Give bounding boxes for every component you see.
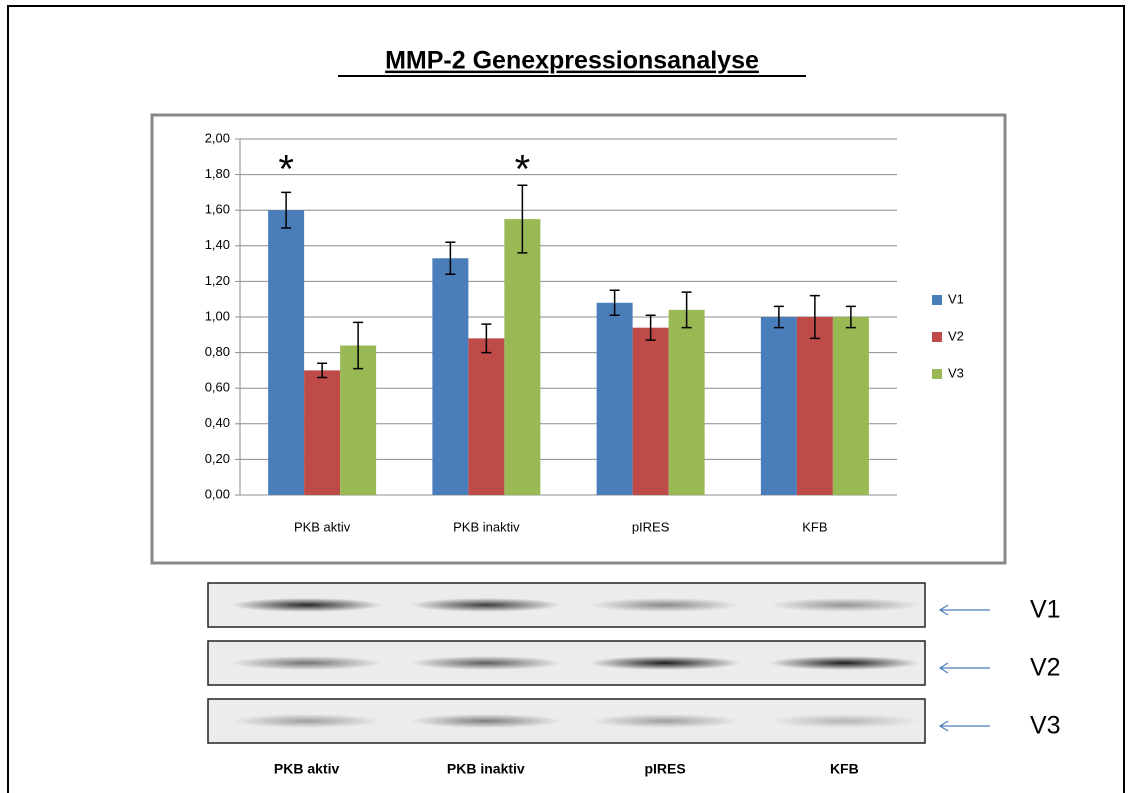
y-tick-label: 1,60: [205, 202, 230, 217]
blot-lane-label: PKB aktiv: [274, 761, 340, 777]
blot-band: [769, 714, 920, 728]
y-tick-label: 0,80: [205, 344, 230, 359]
figure: MMP-2 Genexpressionsanalyse 0,00 0,20 0,40…: [0, 0, 1129, 793]
blot-band: [231, 714, 382, 728]
bar: [432, 258, 468, 495]
x-tick-label: PKB inaktiv: [453, 519, 520, 534]
bar: [669, 310, 705, 495]
arrow: [940, 663, 990, 673]
y-tick-label: 0,40: [205, 415, 230, 430]
bar: [597, 303, 633, 495]
blot-band: [411, 714, 562, 728]
arrow: [940, 605, 990, 615]
x-tick-label: KFB: [802, 519, 827, 534]
chart-title: MMP-2 Genexpressionsanalyse: [385, 47, 759, 75]
y-tick-label: 0,20: [205, 451, 230, 466]
bar: [504, 219, 540, 495]
bar: [268, 210, 304, 495]
blot-lane-label: pIRES: [644, 761, 685, 777]
bar: [468, 338, 504, 495]
bar: [633, 328, 669, 495]
blot-band: [590, 714, 741, 728]
y-tick-label: 1,00: [205, 308, 230, 323]
legend-label: V2: [948, 328, 964, 343]
x-tick-label: PKB aktiv: [294, 519, 351, 534]
blot-lane-label: PKB inaktiv: [447, 761, 525, 777]
blot-band: [590, 598, 741, 612]
blot-band: [769, 598, 920, 612]
blot-row-label: V2: [1030, 654, 1061, 682]
y-tick-label: 2,00: [205, 130, 230, 145]
y-tick-label: 1,80: [205, 166, 230, 181]
blot-band: [769, 656, 920, 670]
blot-band: [411, 598, 562, 612]
y-tick-label: 0,60: [205, 380, 230, 395]
blot-row-label: V3: [1030, 712, 1061, 740]
y-tick-label: 1,20: [205, 273, 230, 288]
annotation: *: [515, 148, 531, 192]
bar: [304, 370, 340, 495]
x-tick-label: pIRES: [632, 519, 670, 534]
blot-band: [231, 656, 382, 670]
y-tick-label: 0,00: [205, 486, 230, 501]
legend-label: V3: [948, 365, 964, 380]
y-tick-label: 1,40: [205, 237, 230, 252]
bar: [833, 317, 869, 495]
blot-band: [411, 656, 562, 670]
blot-band: [590, 656, 741, 670]
blot-band: [231, 598, 382, 612]
legend-swatch: [932, 332, 942, 342]
bar: [797, 317, 833, 495]
bar: [761, 317, 797, 495]
legend-swatch: [932, 295, 942, 305]
legend-label: V1: [948, 291, 964, 306]
blot-lane-label: KFB: [830, 761, 859, 777]
legend-swatch: [932, 369, 942, 379]
blot-row-label: V1: [1030, 596, 1061, 624]
annotation: *: [278, 148, 294, 192]
arrow: [940, 721, 990, 731]
